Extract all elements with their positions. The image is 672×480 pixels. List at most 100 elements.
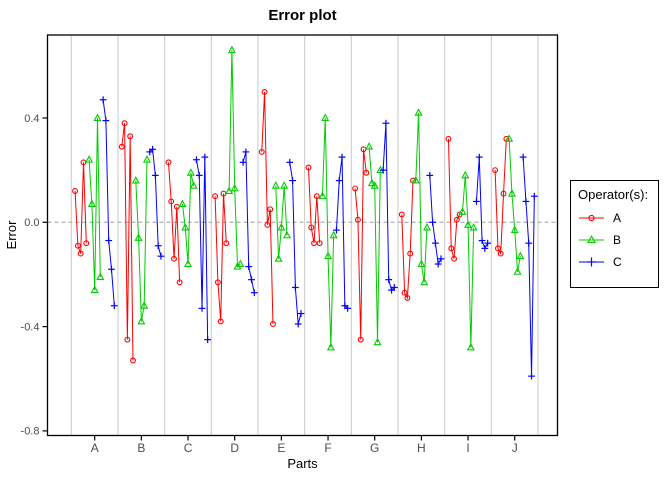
- data-point-circle: [500, 190, 507, 197]
- data-point-circle: [305, 164, 312, 171]
- data-point-triangle: [236, 259, 245, 267]
- x-axis-tick-label-g: G: [370, 441, 379, 455]
- series-a-line-part-g: [354, 149, 367, 340]
- data-point-circle: [212, 193, 219, 200]
- legend: Operator(s): A B C: [570, 180, 659, 288]
- data-point-circle: [261, 88, 268, 95]
- series-b-line-part-e: [275, 185, 288, 259]
- data-point-triangle: [137, 316, 146, 325]
- legend-label-a: A: [613, 211, 622, 225]
- series-b-line-part-j: [508, 138, 521, 272]
- y-axis-tick-label: -0.4: [21, 321, 40, 333]
- legend-label-b: B: [613, 233, 622, 247]
- data-point-circle: [223, 240, 230, 247]
- data-point-triangle: [417, 259, 426, 267]
- data-point-circle: [401, 289, 408, 296]
- chart-title: Error plot: [268, 7, 337, 24]
- series-c-line-part-j: [522, 157, 535, 377]
- data-point-triangle: [131, 176, 140, 184]
- data-point-triangle: [466, 342, 475, 351]
- data-point-circle: [176, 279, 183, 286]
- data-point-triangle: [365, 142, 374, 150]
- data-point-triangle: [458, 207, 467, 215]
- y-axis-tick-label: -0.8: [21, 426, 40, 438]
- data-point-triangle: [370, 181, 379, 189]
- data-point-triangle: [87, 199, 96, 207]
- data-point-circle: [168, 198, 175, 205]
- series-b-line-part-g: [368, 146, 381, 343]
- data-point-circle: [352, 185, 359, 192]
- legend-key-green-triangle-icon: [579, 235, 604, 243]
- data-point-triangle: [85, 155, 94, 163]
- data-point-triangle: [282, 230, 291, 239]
- data-point-circle: [83, 240, 90, 247]
- series-a-line-part-e: [261, 91, 274, 325]
- series-b-line-part-h: [415, 112, 428, 283]
- data-point-circle: [354, 216, 361, 223]
- x-axis-tick-label-b: B: [137, 441, 145, 455]
- data-point-triangle: [324, 251, 333, 260]
- y-axis-tick-label: 0.4: [24, 113, 39, 125]
- legend-item-operator-b: B: [578, 229, 654, 251]
- series-b-line-part-c: [181, 172, 195, 265]
- data-point-triangle: [367, 178, 376, 187]
- data-point-triangle: [513, 267, 522, 275]
- data-point-circle: [118, 143, 125, 150]
- data-point-triangle: [461, 170, 470, 179]
- series-c-line-part-i: [475, 157, 489, 250]
- data-point-triangle: [318, 191, 327, 200]
- data-point-triangle: [230, 183, 239, 192]
- data-point-circle: [407, 250, 414, 257]
- data-point-triangle: [181, 222, 190, 231]
- data-point-circle: [77, 250, 84, 257]
- data-point-circle: [171, 255, 177, 262]
- data-point-triangle: [271, 181, 280, 189]
- data-point-triangle: [464, 220, 473, 228]
- series-c-line-part-e: [289, 162, 302, 325]
- series-c-line-part-a: [102, 99, 115, 306]
- x-axis-tick-label-i: I: [466, 441, 469, 455]
- x-axis-tick-label-f: F: [324, 441, 331, 455]
- data-point-circle: [165, 159, 172, 166]
- legend-title: Operator(s):: [578, 187, 649, 202]
- data-point-triangle: [420, 277, 429, 286]
- series-b-line-part-a: [88, 117, 101, 291]
- data-point-triangle: [469, 222, 478, 231]
- data-point-circle: [492, 167, 499, 174]
- data-point-circle: [130, 357, 136, 364]
- data-point-circle: [270, 321, 276, 327]
- data-point-circle: [311, 240, 317, 247]
- data-point-circle: [264, 221, 271, 228]
- data-point-triangle: [96, 272, 105, 281]
- series-b-line-part-f: [321, 117, 335, 348]
- data-point-circle: [127, 133, 134, 140]
- series-b-line-part-d: [228, 50, 241, 268]
- series-a-line-part-b: [121, 123, 134, 361]
- data-point-triangle: [93, 113, 102, 121]
- data-point-circle: [445, 135, 452, 142]
- data-point-circle: [258, 148, 265, 155]
- data-point-circle: [217, 318, 224, 325]
- data-point-circle: [363, 169, 370, 176]
- data-point-triangle: [505, 134, 514, 142]
- data-point-circle: [448, 245, 455, 252]
- series-a-line-part-i: [447, 138, 461, 259]
- data-point-circle: [494, 245, 501, 252]
- data-point-triangle: [274, 254, 283, 262]
- x-axis-tick-label-a: A: [91, 441, 99, 455]
- data-point-circle: [451, 255, 458, 262]
- data-point-circle: [267, 206, 274, 213]
- legend-item-operator-a: A: [578, 207, 654, 229]
- series-a-line-part-d: [214, 193, 227, 322]
- data-point-circle: [121, 120, 128, 127]
- legend-key-red-circle-icon: [579, 214, 604, 222]
- legend-key-blue-plus-icon: [579, 257, 604, 267]
- y-axis-tick-label: 0.0: [24, 217, 39, 229]
- data-point-circle: [497, 250, 504, 257]
- legend-label-c: C: [613, 255, 622, 269]
- data-point-circle: [398, 211, 405, 218]
- plot-panel-border: [46, 34, 559, 437]
- data-point-triangle: [510, 225, 519, 234]
- data-point-triangle: [280, 181, 289, 189]
- data-point-circle: [453, 216, 460, 223]
